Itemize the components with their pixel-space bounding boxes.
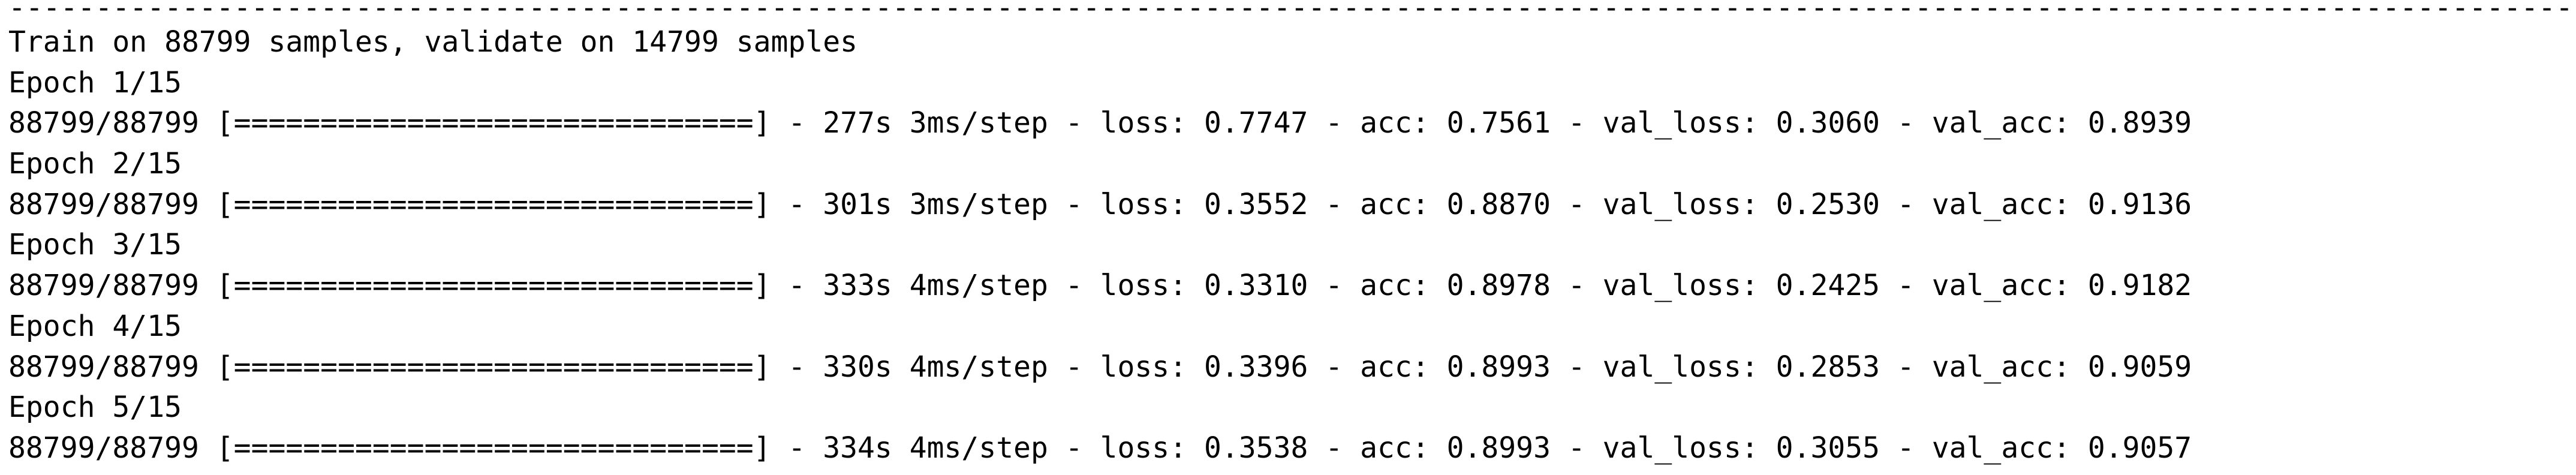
epoch-progress: 88799/88799 [===========================…: [8, 431, 2192, 465]
epoch-label: Epoch 3/15: [8, 228, 182, 262]
epoch-label: Epoch 2/15: [8, 147, 182, 181]
epoch-progress: 88799/88799 [===========================…: [8, 187, 2192, 221]
terminal-output: ----------------------------------------…: [8, 0, 2575, 475]
epoch-progress: 88799/88799 [===========================…: [8, 350, 2192, 384]
epoch-label: Epoch 4/15: [8, 309, 182, 343]
epoch-progress: 88799/88799 [===========================…: [8, 269, 2192, 303]
epoch-progress: 88799/88799 [===========================…: [8, 106, 2192, 140]
separator: ----------------------------------------…: [8, 0, 2573, 25]
epoch-label: Epoch 5/15: [8, 390, 182, 425]
summary-line: Train on 88799 samples, validate on 1479…: [8, 25, 858, 59]
epoch-label: Epoch 1/15: [8, 65, 182, 100]
log-body: Train on 88799 samples, validate on 1479…: [8, 22, 2192, 469]
